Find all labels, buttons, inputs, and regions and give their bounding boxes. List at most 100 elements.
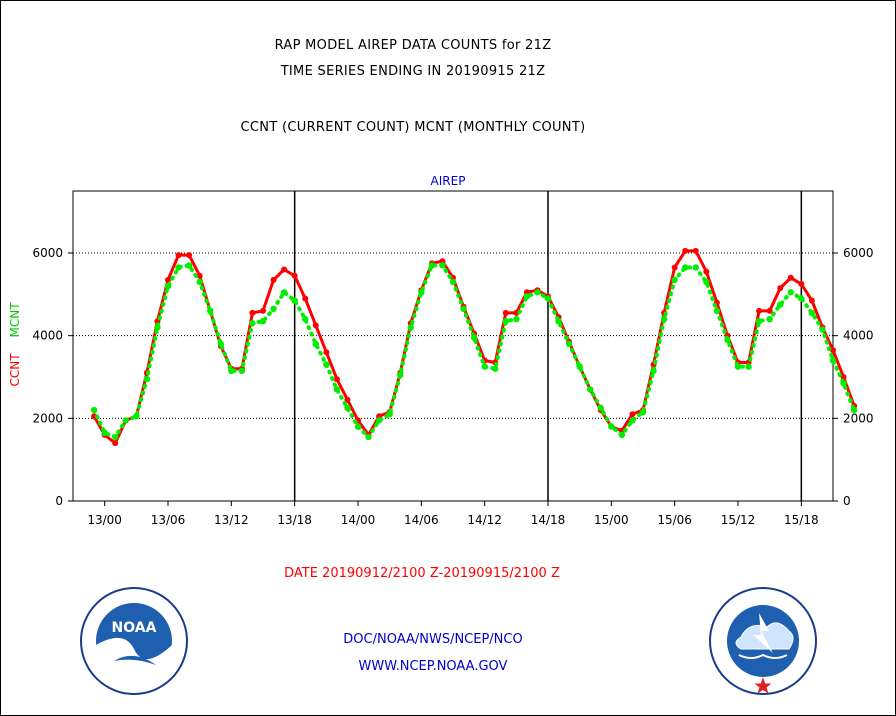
mcnt-point-3 [122, 417, 129, 424]
nws-logo [709, 587, 817, 695]
mcnt-point-27 [375, 417, 383, 424]
agency-label: DOC/NOAA/NWS/NCEP/NCO [343, 632, 523, 647]
ccnt-point-56 [682, 247, 689, 254]
mcnt-point-40 [513, 315, 520, 323]
x-tick-label-13-12: 13/12 [214, 513, 249, 527]
mcnt-point-30 [407, 324, 414, 331]
ccnt-point-57 [692, 247, 699, 254]
mcnt-point-37 [481, 363, 488, 370]
x-tick-label-14-18: 14/18 [531, 513, 566, 527]
mcnt-point-59 [713, 307, 721, 315]
ccnt-point-7 [165, 276, 171, 283]
ccnt-point-58 [703, 268, 710, 275]
x-tick-label-14-06: 14/06 [404, 513, 439, 527]
mcnt-point-11 [207, 307, 214, 315]
y-tick-label-right-6000: 6000 [843, 246, 874, 260]
mcnt-point-55 [671, 276, 678, 284]
noaa-logo: NOAA [80, 587, 188, 695]
series-layer [90, 247, 858, 447]
ccnt-point-10 [196, 272, 203, 279]
mcnt-point-54 [660, 315, 668, 323]
ccnt-point-55 [671, 264, 678, 271]
mcnt-point-13 [228, 367, 235, 374]
mcnt-point-68 [808, 309, 816, 317]
mcnt-point-58 [703, 278, 710, 286]
mcnt-point-1 [101, 429, 108, 436]
mcnt-point-5 [143, 375, 151, 383]
mcnt-point-12 [217, 340, 224, 348]
y-tick-label-right-0: 0 [843, 494, 851, 508]
mcnt-point-49 [608, 423, 615, 430]
ccnt-point-39 [502, 309, 509, 316]
mcnt-point-39 [502, 318, 509, 325]
website-link[interactable]: WWW.NCEP.NOAA.GOV [358, 659, 508, 674]
series-line-ccnt [92, 249, 856, 445]
y-tick-label-left-4000: 4000 [32, 329, 63, 343]
date-range-label: DATE 20190912/2100 Z-20190915/2100 Z [284, 566, 560, 581]
chart-title-line2: TIME SERIES ENDING IN 20190915 21Z [280, 64, 546, 79]
mcnt-point-33 [439, 262, 446, 269]
mcnt-point-41 [523, 293, 531, 300]
mcnt-point-50 [618, 431, 626, 439]
ccnt-point-63 [756, 307, 763, 314]
mcnt-point-24 [344, 404, 351, 412]
mcnt-point-43 [544, 295, 552, 302]
mcnt-point-62 [745, 363, 752, 370]
mcnt-point-0 [90, 406, 98, 414]
mcnt-point-10 [196, 278, 203, 286]
mcnt-point-46 [576, 363, 583, 370]
x-tick-label-15-18: 15/18 [784, 513, 819, 527]
mcnt-point-2 [112, 433, 119, 441]
mcnt-point-22 [323, 361, 330, 368]
mcnt-point-38 [492, 365, 499, 372]
ccnt-point-17 [270, 276, 277, 283]
mcnt-point-42 [534, 289, 541, 296]
mcnt-point-67 [798, 295, 805, 302]
mcnt-point-51 [629, 417, 636, 424]
ccnt-point-19 [291, 272, 298, 279]
mcnt-point-7 [164, 282, 172, 290]
mcnt-point-71 [840, 380, 847, 387]
mcnt-point-47 [587, 386, 594, 393]
mcnt-point-16 [259, 318, 267, 325]
mcnt-point-18 [280, 289, 288, 296]
y-tick-label-left-0: 0 [55, 494, 63, 508]
ccnt-point-64 [766, 307, 773, 314]
mcnt-point-15 [249, 320, 256, 327]
ccnt-point-71 [840, 374, 847, 380]
x-tick-label-15-12: 15/12 [721, 513, 756, 527]
mcnt-point-9 [185, 262, 193, 269]
mcnt-point-56 [682, 264, 689, 271]
y-tick-label-right-2000: 2000 [843, 411, 874, 425]
mcnt-point-61 [734, 363, 742, 370]
mcnt-point-4 [133, 413, 140, 420]
x-tick-label-13-18: 13/18 [277, 513, 312, 527]
x-tick-label-14-12: 14/12 [467, 513, 502, 527]
mcnt-point-65 [777, 301, 784, 308]
y-tick-label-left-2000: 2000 [32, 411, 63, 425]
mcnt-point-19 [291, 297, 298, 304]
mcnt-point-57 [692, 264, 699, 271]
mcnt-point-34 [449, 278, 457, 286]
mcnt-point-60 [724, 336, 731, 343]
noaa-logo-text: NOAA [112, 620, 157, 636]
ccnt-point-9 [186, 252, 193, 259]
ccnt-point-70 [830, 347, 836, 354]
mcnt-point-8 [175, 264, 182, 271]
ccnt-point-66 [787, 274, 794, 281]
ccnt-point-51 [629, 411, 636, 418]
ccnt-point-20 [302, 295, 309, 302]
chart-title-line1: RAP MODEL AIREP DATA COUNTS for 21Z [274, 38, 552, 53]
mcnt-point-72 [850, 406, 858, 414]
chart-subtitle: CCNT (CURRENT COUNT) MCNT (MONTHLY COUNT… [240, 120, 586, 135]
axis-layer: 0 0 2000 2000 4000 4000 6000 6000 13/00 13/06 13/1… [32, 190, 874, 527]
grid-layer [73, 191, 833, 501]
mcnt-point-36 [470, 334, 478, 341]
mcnt-point-69 [819, 326, 826, 333]
mcnt-point-21 [312, 340, 319, 348]
ccnt-point-24 [344, 396, 351, 403]
mcnt-point-64 [766, 315, 773, 323]
mcnt-point-26 [365, 433, 372, 441]
x-tick-label-15-06: 15/06 [657, 513, 692, 527]
